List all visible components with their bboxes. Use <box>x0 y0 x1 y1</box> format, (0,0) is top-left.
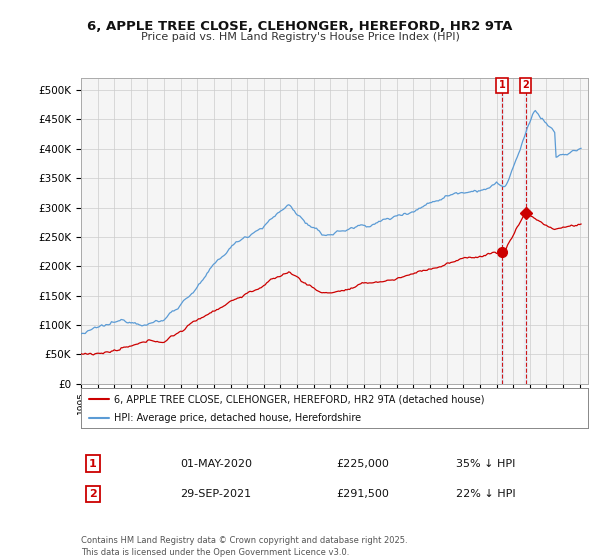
Text: 29-SEP-2021: 29-SEP-2021 <box>180 489 251 499</box>
Bar <box>501 78 503 384</box>
Text: 35% ↓ HPI: 35% ↓ HPI <box>456 459 515 469</box>
Bar <box>524 78 527 384</box>
Text: 1: 1 <box>89 459 97 469</box>
Text: £225,000: £225,000 <box>336 459 389 469</box>
Text: Price paid vs. HM Land Registry's House Price Index (HPI): Price paid vs. HM Land Registry's House … <box>140 32 460 42</box>
Text: 22% ↓ HPI: 22% ↓ HPI <box>456 489 515 499</box>
Text: 2: 2 <box>522 81 529 91</box>
Text: Contains HM Land Registry data © Crown copyright and database right 2025.
This d: Contains HM Land Registry data © Crown c… <box>81 536 407 557</box>
Text: £291,500: £291,500 <box>336 489 389 499</box>
Text: 6, APPLE TREE CLOSE, CLEHONGER, HEREFORD, HR2 9TA: 6, APPLE TREE CLOSE, CLEHONGER, HEREFORD… <box>88 20 512 32</box>
Text: 1: 1 <box>499 81 505 91</box>
Text: 01-MAY-2020: 01-MAY-2020 <box>180 459 252 469</box>
Text: HPI: Average price, detached house, Herefordshire: HPI: Average price, detached house, Here… <box>114 413 361 423</box>
Text: 6, APPLE TREE CLOSE, CLEHONGER, HEREFORD, HR2 9TA (detached house): 6, APPLE TREE CLOSE, CLEHONGER, HEREFORD… <box>114 394 484 404</box>
Text: 2: 2 <box>89 489 97 499</box>
